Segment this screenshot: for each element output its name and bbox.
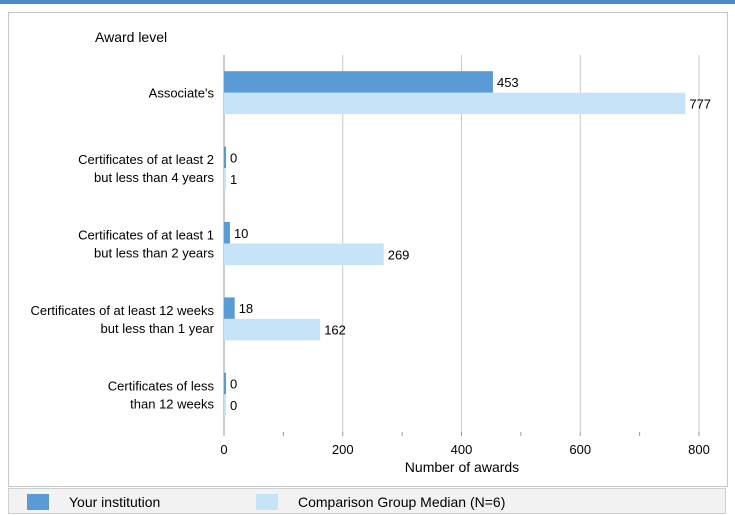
value-label-comparison-group-3: 269	[388, 247, 410, 262]
bar-comparison-group-5	[224, 394, 226, 416]
bar-your-institution-5	[224, 372, 226, 395]
legend-swatch-comparison-median	[256, 494, 278, 510]
value-label-your-institution-2: 0	[230, 150, 237, 165]
category-label-5-line-1: Certificates of less	[108, 378, 215, 393]
bars	[224, 71, 686, 416]
bar-comparison-group-4	[224, 318, 321, 341]
bar-your-institution-3	[224, 222, 230, 244]
value-label-your-institution-1: 453	[497, 75, 519, 90]
bar-comparison-group-2	[224, 168, 226, 190]
legend-label-your-institution: Your institution	[69, 494, 161, 510]
category-label-3-line-1: Certificates of at least 1	[78, 228, 214, 243]
category-label-2-line-1: Certificates of at least 2	[78, 152, 214, 167]
legend-swatch-your-institution	[27, 494, 49, 510]
value-label-comparison-group-2: 1	[230, 172, 237, 187]
legend-label-comparison-median: Comparison Group Median (N=6)	[298, 494, 506, 510]
bar-chart: Award level 453 777 0 1 10 269 18 162 0 0 Associa…	[30, 29, 711, 475]
x-tick-label-400: 400	[451, 442, 473, 457]
legend-item-comparison-median: Comparison Group Median (N=6)	[256, 494, 505, 510]
data-labels: 453 777 0 1 10 269 18 162 0 0	[230, 75, 711, 413]
y-axis-header: Award level	[95, 29, 167, 45]
top-accent-bar	[0, 0, 735, 4]
value-label-comparison-group-1: 777	[689, 96, 711, 111]
category-label-1-line-1: Associate's	[149, 86, 215, 101]
bar-your-institution-2	[224, 146, 226, 169]
value-label-your-institution-3: 10	[234, 226, 248, 241]
value-label-your-institution-5: 0	[230, 377, 237, 392]
value-label-your-institution-4: 18	[239, 301, 253, 316]
x-axis-title: Number of awards	[405, 459, 519, 475]
category-label-4-line-2: but less than 1 year	[101, 321, 215, 336]
x-tick-label-600: 600	[569, 442, 591, 457]
bar-comparison-group-3	[224, 243, 384, 265]
bar-your-institution-4	[224, 297, 235, 319]
x-tick-label-800: 800	[688, 442, 710, 457]
category-label-5-line-2: than 12 weeks	[130, 396, 214, 411]
legend-item-your-institution: Your institution	[27, 494, 160, 510]
bar-your-institution-1	[224, 71, 493, 93]
category-label-2-line-2: but less than 4 years	[94, 170, 214, 185]
category-label-4-line-1: Certificates of at least 12 weeks	[30, 303, 214, 318]
category-labels: Associate's Certificates of at least 2 but…	[30, 86, 214, 412]
value-label-comparison-group-5: 0	[230, 398, 237, 413]
category-label-3-line-2: but less than 2 years	[94, 246, 214, 261]
x-tick-label-200: 200	[332, 442, 354, 457]
x-tick-labels: 0 200 400 600 800	[220, 442, 709, 457]
bar-comparison-group-1	[224, 92, 686, 115]
x-tick-label-0: 0	[220, 442, 227, 457]
value-label-comparison-group-4: 162	[324, 323, 346, 338]
legend: Your institution Comparison Group Median…	[8, 488, 726, 514]
